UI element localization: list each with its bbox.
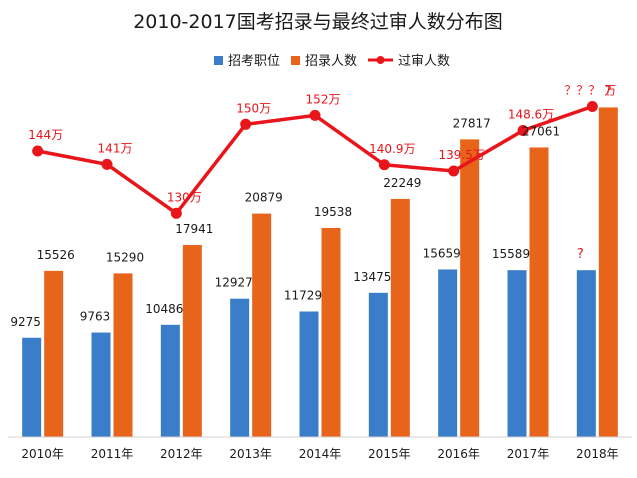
bar [160, 324, 180, 437]
bar [113, 273, 133, 437]
line-value-label: ？？？ 万 [564, 84, 616, 98]
bar-value-label: ? [577, 247, 584, 262]
bar-value-label: 27061 [522, 124, 560, 138]
bar-value-label: ? [605, 84, 612, 99]
legend-label: 招录人数 [305, 54, 357, 69]
bar [598, 107, 618, 437]
line-value-label: 152万 [306, 92, 341, 106]
line-point [378, 159, 390, 171]
bar-value-label: 27817 [453, 116, 491, 130]
bar-value-label: 22249 [383, 176, 421, 190]
bar-value-label: 13475 [353, 270, 391, 284]
chart-title: 2010-2017国考招录与最终过审人数分布图 [133, 11, 503, 33]
line-value-label: 140.9万 [369, 142, 415, 156]
bar-value-label: 12927 [215, 276, 253, 290]
bar-value-label: 15526 [37, 248, 75, 262]
line-value-label: 144万 [28, 128, 63, 142]
bar [299, 311, 319, 437]
line-value-label: 148.6万 [508, 108, 554, 122]
legend-label: 过审人数 [398, 54, 450, 69]
x-tick-label: 2017年 [507, 447, 550, 461]
line-point [240, 118, 252, 130]
line-point [309, 109, 321, 121]
bar [22, 337, 42, 437]
bar-value-label: 9763 [80, 310, 111, 324]
bar [529, 147, 549, 437]
bar-value-label: 19538 [314, 205, 352, 219]
bar [252, 213, 272, 437]
x-tick-label: 2016年 [437, 447, 480, 461]
x-tick-label: 2014年 [299, 447, 342, 461]
line-point [586, 101, 598, 112]
bar-value-label: 10486 [145, 302, 183, 316]
legend-swatch [214, 56, 223, 65]
bar [438, 269, 458, 437]
line-point [32, 145, 44, 157]
data-label-layer: 9275 15526 9763 15290 10486 17941 12927 20879 11… [10, 84, 616, 329]
bar-value-label: 15290 [106, 250, 144, 264]
x-tick-label: 2012年 [160, 447, 203, 461]
line-point [517, 125, 529, 137]
series-line [37, 104, 593, 216]
x-tick-label: 2011年 [91, 447, 134, 461]
line-value-label: 150万 [236, 101, 271, 115]
x-tick-label: 2015年 [368, 447, 411, 461]
bar [460, 139, 480, 437]
bar [368, 292, 388, 437]
legend-marker [376, 56, 385, 64]
line-point [448, 165, 460, 177]
bar-value-label: 20879 [245, 191, 283, 205]
legend-swatch [291, 56, 300, 65]
bar-value-label: 17941 [175, 222, 213, 236]
legend-label: 招考职位 [228, 54, 280, 69]
bar-value-label: 15659 [423, 246, 461, 260]
x-tick-label: 2013年 [229, 447, 272, 461]
x-tick-label: 2010年 [21, 447, 64, 461]
bar [230, 298, 250, 437]
legend: 招考职位 招录人数 过审人数 [214, 54, 450, 69]
bar [91, 332, 111, 437]
line-value-label: 130万 [167, 190, 202, 204]
bar-layer [22, 107, 618, 437]
bar [507, 270, 527, 437]
bar-value-label: 15589 [492, 247, 530, 261]
bar [390, 198, 410, 437]
line-value-label: 139.5万 [438, 148, 484, 162]
line-point [170, 207, 182, 219]
bar-value-label: 11729 [284, 288, 322, 302]
x-axis-ticks: 2010年 2011年 2012年 2013年 2014年 2015年 2016年 2017年… [21, 447, 618, 461]
bar-value-label: 9275 [10, 315, 41, 329]
line-layer [32, 101, 598, 219]
bar [44, 270, 64, 437]
bar [576, 270, 596, 437]
x-tick-label: 2018年 [576, 447, 619, 461]
line-value-label: 141万 [98, 141, 133, 155]
line-point [101, 158, 113, 170]
bar [182, 245, 202, 437]
bar [321, 227, 341, 437]
